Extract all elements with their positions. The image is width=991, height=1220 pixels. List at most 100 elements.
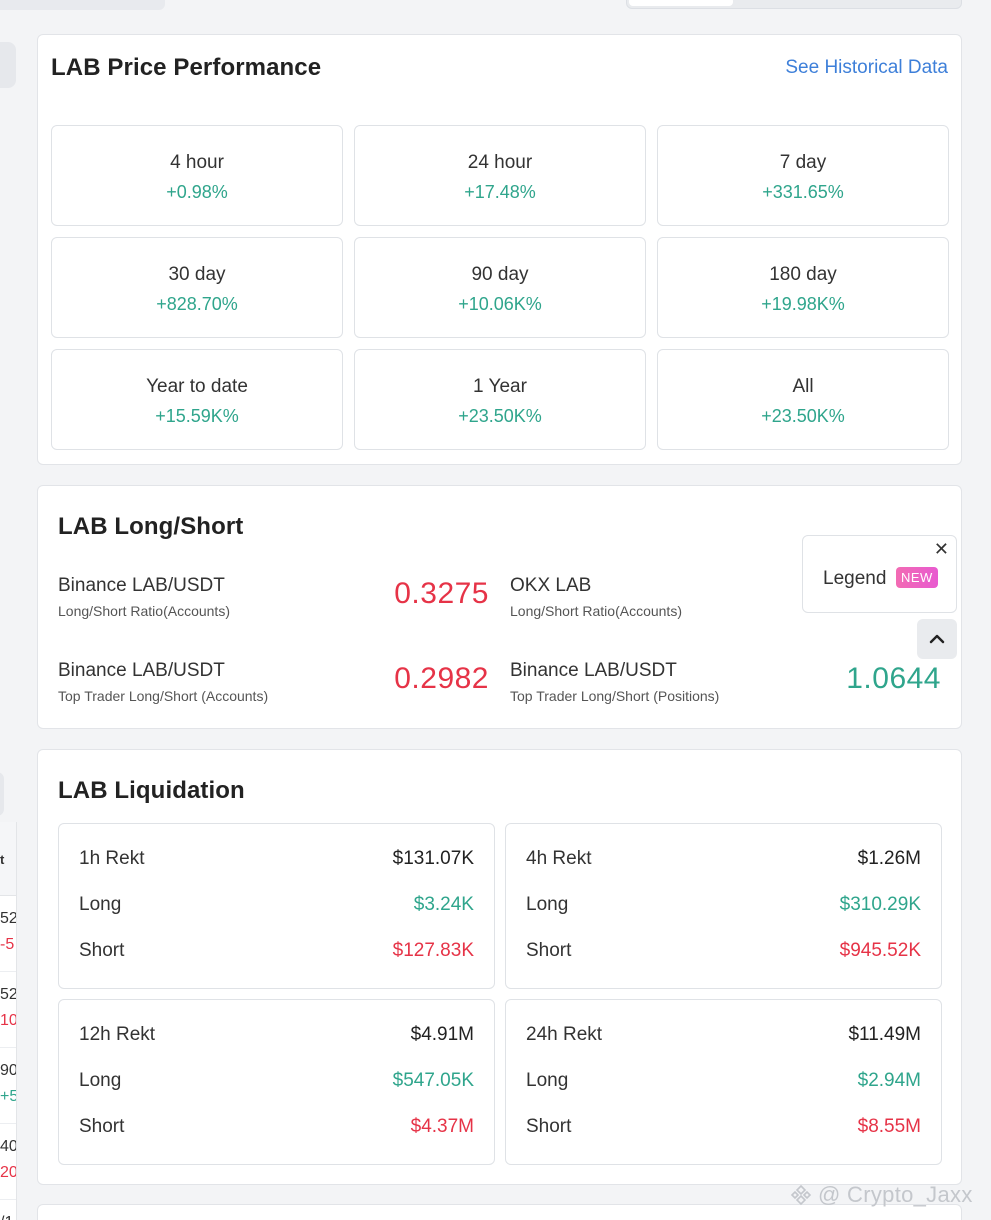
liq-long-row: Long $310.29K [526,894,921,918]
liq-long-value: $547.05K [392,1070,474,1091]
perf-label: 90 day [471,264,529,285]
perf-label: 1 Year [473,376,527,397]
liq-total-value: $131.07K [392,848,474,869]
perf-label: All [792,376,814,397]
perf-value: +828.70% [156,294,238,314]
liq-total-value: $1.26M [857,848,921,869]
scroll-up-button[interactable] [917,619,957,659]
liq-period-label: 1h Rekt [79,848,145,869]
price-performance-title: LAB Price Performance [51,54,322,81]
perf-label: 7 day [779,152,827,173]
left-panel-chip-2[interactable] [0,772,4,816]
perf-cell-90d: 90 day +10.06K% [354,237,646,338]
binance-logo-icon [790,1184,812,1206]
ls-metric-label: Long/Short Ratio(Accounts) [510,603,682,619]
table-row[interactable]: 90 +5 [0,1048,16,1124]
perf-value: +23.50K% [458,406,542,426]
liq-short-row: Short $945.52K [526,940,921,964]
liq-short-label: Short [79,940,125,961]
liq-long-value: $310.29K [839,894,921,915]
liq-long-label: Long [526,894,569,915]
liq-short-value: $945.52K [839,940,921,961]
ls-metric-label: Long/Short Ratio(Accounts) [58,603,230,619]
perf-value: +10.06K% [458,294,542,314]
liq-total-row: 24h Rekt $11.49M [526,1024,921,1048]
table-row[interactable]: 40 20 [0,1124,16,1200]
perf-value: +331.65% [762,182,844,202]
left-table-header-label: t [0,852,5,867]
toggle-active-segment[interactable] [629,0,733,6]
table-row[interactable]: 52 -5 [0,896,16,972]
liq-short-row: Short $127.83K [79,940,474,964]
new-badge: NEW [896,567,938,588]
ls-item-okx-accounts: OKX LAB Long/Short Ratio(Accounts) [510,575,682,619]
perf-cell-7d: 7 day +331.65% [657,125,949,226]
perf-cell-all: All +23.50K% [657,349,949,450]
legend-popup[interactable]: ✕ Legend NEW [802,535,957,613]
perf-label: 24 hour [467,152,533,173]
left-panel-chip[interactable] [0,42,16,88]
liq-short-value: $127.83K [392,940,474,961]
ls-exchange-name: OKX LAB [510,575,592,596]
liq-total-value: $4.91M [410,1024,474,1045]
liq-box-1h: 1h Rekt $131.07K Long $3.24K Short $127.… [58,823,495,989]
perf-cell-ytd: Year to date +15.59K% [51,349,343,450]
liq-long-row: Long $3.24K [79,894,474,918]
performance-grid: 4 hour +0.98% 24 hour +17.48% 7 day +331… [51,125,949,450]
top-left-chip[interactable] [0,0,165,10]
see-historical-data-link[interactable]: See Historical Data [785,57,948,78]
liq-short-value: $8.55M [857,1116,921,1137]
left-table-header: t [0,822,16,896]
ls-value: 0.3275 [394,577,489,610]
liq-long-row: Long $2.94M [526,1070,921,1094]
left-row-change: 10 [0,1012,17,1029]
perf-label: 30 day [168,264,226,285]
left-row-change: +5 [0,1088,17,1105]
ls-metric-label: Top Trader Long/Short (Positions) [510,688,720,704]
left-row-price: 40 [0,1138,17,1155]
liq-short-label: Short [526,1116,572,1137]
liq-total-row: 12h Rekt $4.91M [79,1024,474,1048]
left-row-change: 20 [0,1164,17,1181]
legend-label: Legend [823,568,887,589]
liq-box-4h: 4h Rekt $1.26M Long $310.29K Short $945.… [505,823,942,989]
ls-item-binance-top-accounts: Binance LAB/USDT Top Trader Long/Short (… [58,660,268,704]
liq-period-label: 24h Rekt [526,1024,603,1045]
price-performance-card: LAB Price Performance See Historical Dat… [37,34,962,465]
ls-exchange-name: Binance LAB/USDT [510,660,677,681]
left-row-price: /1 [0,1214,13,1220]
liq-long-row: Long $547.05K [79,1070,474,1094]
table-row[interactable]: 52 10 [0,972,16,1048]
perf-value: +19.98K% [761,294,845,314]
liq-total-value: $11.49M [848,1024,921,1045]
liq-period-label: 12h Rekt [79,1024,156,1045]
liq-long-label: Long [79,1070,122,1091]
liq-short-label: Short [526,940,572,961]
top-right-toggle[interactable] [626,0,962,9]
perf-value: +17.48% [464,182,536,202]
liq-long-value: $2.94M [857,1070,921,1091]
ls-item-binance-top-positions: Binance LAB/USDT Top Trader Long/Short (… [510,660,719,704]
perf-value: +0.98% [166,182,228,202]
liq-long-label: Long [526,1070,569,1091]
ls-item-binance-accounts: Binance LAB/USDT Long/Short Ratio(Accoun… [58,575,230,619]
perf-cell-1y: 1 Year +23.50K% [354,349,646,450]
liquidation-title: LAB Liquidation [58,777,245,804]
table-row[interactable]: /1 [0,1200,16,1220]
left-row-price: 90 [0,1062,17,1079]
perf-label: Year to date [146,376,248,397]
liq-short-value: $4.37M [410,1116,474,1137]
close-icon[interactable]: ✕ [933,539,949,559]
watermark: @ Crypto_Jaxx [790,1182,973,1208]
liq-total-row: 1h Rekt $131.07K [79,848,474,872]
perf-cell-30d: 30 day +828.70% [51,237,343,338]
liq-box-24h: 24h Rekt $11.49M Long $2.94M Short $8.55… [505,999,942,1165]
perf-label: 180 day [769,264,837,285]
ls-value: 0.2982 [394,662,489,695]
long-short-title: LAB Long/Short [58,513,244,540]
watermark-text: @ Crypto_Jaxx [818,1182,973,1207]
liq-long-label: Long [79,894,122,915]
liq-period-label: 4h Rekt [526,848,592,869]
perf-value: +15.59K% [155,406,239,426]
ls-metric-label: Top Trader Long/Short (Accounts) [58,688,269,704]
